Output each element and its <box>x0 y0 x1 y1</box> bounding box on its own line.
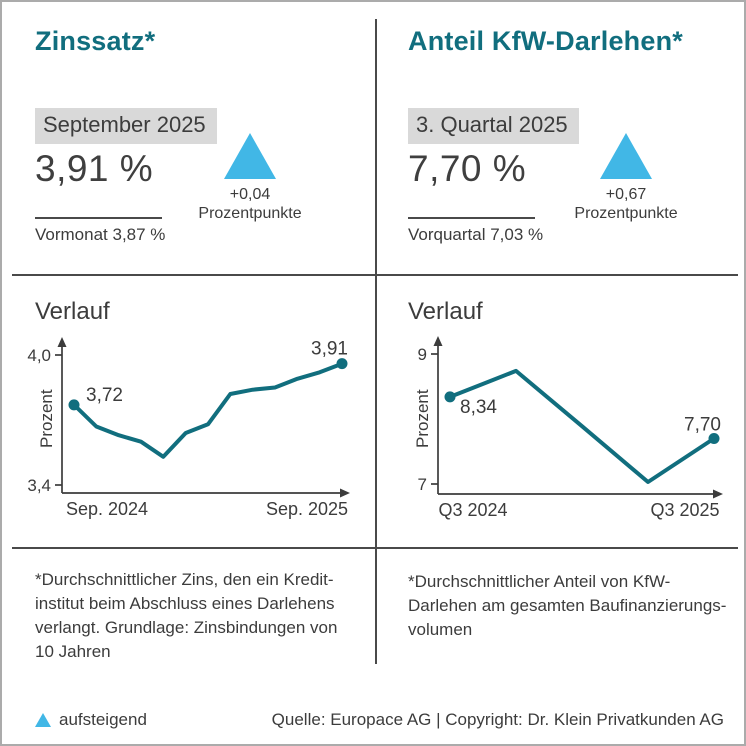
start-data-point <box>444 391 456 403</box>
x-tick-label-end: Q3 2025 <box>650 500 719 520</box>
legend-label: aufsteigend <box>59 710 147 729</box>
x-tick-label-start: Sep. 2024 <box>66 499 148 519</box>
start-data-point <box>68 399 80 411</box>
kfw-footnote: *Durchschnittlicher Anteil von KfW- Darl… <box>408 572 727 639</box>
zinssatz-data-line <box>72 361 344 459</box>
underline-rule <box>408 217 535 219</box>
horizontal-divider-top <box>12 274 738 276</box>
zinssatz-current-value: 3,91 % <box>35 148 154 189</box>
kfw-title: Anteil KfW-Darlehen* <box>408 26 683 56</box>
kfw-line-chart: 9 7 Prozent Q3 2024 Q3 2025 8,34 7,70 <box>413 336 723 520</box>
kfw-period-badge: 3. Quartal 2025 <box>408 108 579 144</box>
kfw-data-line <box>448 368 716 484</box>
zinssatz-footnote: *Durchschnittlicher Zins, den ein Kredit… <box>35 570 338 661</box>
kfw-previous-value: Vorquartal 7,03 % <box>408 225 544 244</box>
x-axis-arrow-icon <box>713 489 723 499</box>
zinssatz-delta: +0,04 Prozentpunkte <box>188 133 312 223</box>
end-point-label: 3,91 <box>311 339 348 360</box>
y-tick-label-bottom: 3,4 <box>27 476 51 495</box>
y-tick-label-top: 9 <box>418 345 427 364</box>
zinssatz-previous-value: Vormonat 3,87 % <box>35 225 166 244</box>
start-point-label: 3,72 <box>86 385 123 406</box>
start-point-label: 8,34 <box>460 397 497 418</box>
legend: aufsteigend <box>35 710 147 730</box>
zinssatz-chart-title: Verlauf <box>35 298 110 325</box>
zinssatz-delta-unit: Prozentpunkte <box>198 205 302 222</box>
y-tick-label-top: 4,0 <box>27 346 51 365</box>
vertical-divider <box>375 19 377 664</box>
y-axis-label: Prozent <box>37 389 56 448</box>
kfw-delta: +0,67 Prozentpunkte <box>564 133 688 223</box>
zinssatz-period-badge: September 2025 <box>35 108 217 144</box>
zinssatz-stat-panel: Zinssatz* September 2025 3,91 % +0,04 Pr… <box>2 2 375 274</box>
y-tick-label-bottom: 7 <box>418 475 427 494</box>
end-data-point <box>708 433 720 444</box>
source-copyright: Quelle: Europace AG | Copyright: Dr. Kle… <box>271 710 724 729</box>
end-point-label: 7,70 <box>684 415 721 436</box>
end-data-point <box>336 358 348 370</box>
underline-rule <box>35 217 162 219</box>
zinssatz-delta-value: +0,04 <box>229 186 271 203</box>
kfw-stat-panel: Anteil KfW-Darlehen* 3. Quartal 2025 7,7… <box>375 2 744 274</box>
x-tick-label-start: Q3 2024 <box>438 500 507 520</box>
x-axis-arrow-icon <box>340 488 350 498</box>
zinssatz-line-chart: 4,0 3,4 Prozent Sep. 2024 Sep. 2025 3,72… <box>27 337 350 519</box>
kfw-delta-unit: Prozentpunkte <box>574 205 678 222</box>
zinssatz-title: Zinssatz* <box>35 26 156 56</box>
kfw-delta-value: +0,67 <box>605 186 647 203</box>
up-triangle-legend-icon <box>35 713 51 727</box>
y-axis-arrow-icon <box>433 336 443 346</box>
y-axis-arrow-icon <box>57 337 67 347</box>
y-axis-label: Prozent <box>413 389 432 448</box>
kfw-current-value: 7,70 % <box>408 148 527 189</box>
horizontal-divider-bottom <box>12 547 738 549</box>
up-triangle-icon <box>224 133 276 179</box>
x-tick-label-end: Sep. 2025 <box>266 499 348 519</box>
kfw-chart-title: Verlauf <box>408 298 483 325</box>
up-triangle-icon <box>600 133 652 179</box>
